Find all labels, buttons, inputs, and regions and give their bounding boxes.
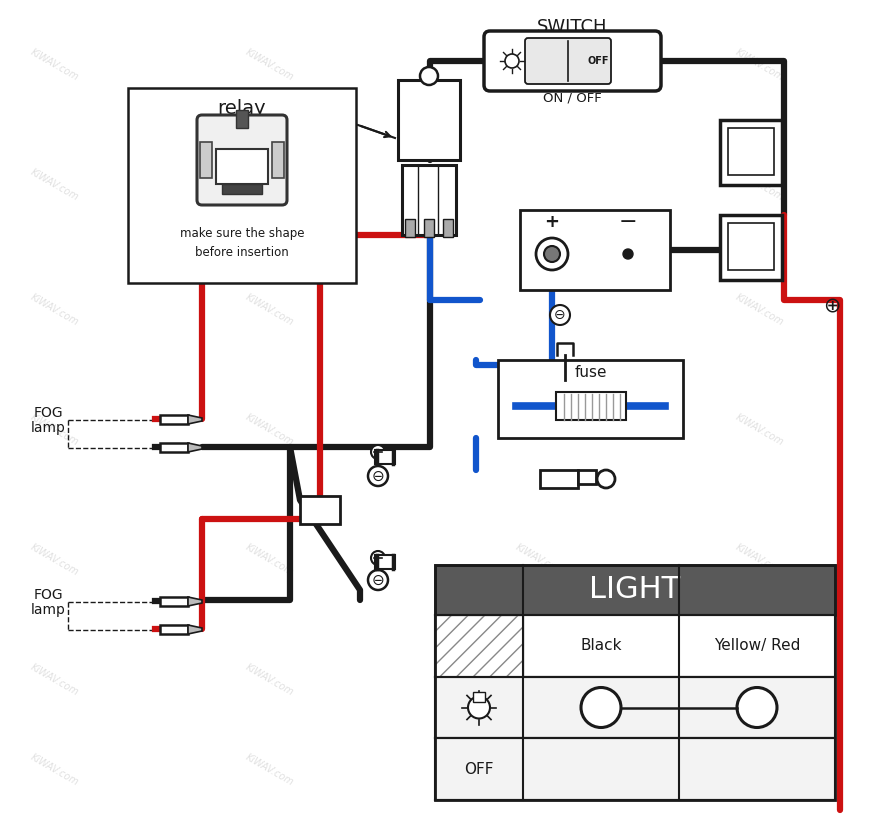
- Circle shape: [549, 305, 569, 325]
- Polygon shape: [188, 443, 202, 452]
- Text: KiWAV.com: KiWAV.com: [30, 167, 81, 203]
- Circle shape: [622, 249, 633, 259]
- Bar: [222, 184, 262, 194]
- Text: SWITCH: SWITCH: [537, 18, 607, 36]
- Text: ⊖: ⊖: [371, 572, 384, 588]
- Text: KiWAV.com: KiWAV.com: [244, 47, 295, 83]
- Bar: [160, 415, 188, 424]
- Text: ⊖: ⊖: [554, 308, 565, 322]
- Text: lamp: lamp: [30, 421, 65, 435]
- Bar: [405, 219, 415, 237]
- Text: Yellow/ Red: Yellow/ Red: [713, 638, 799, 654]
- Text: KiWAV.com: KiWAV.com: [244, 663, 295, 698]
- Text: fuse: fuse: [574, 364, 606, 380]
- Circle shape: [468, 697, 489, 719]
- Bar: [216, 149, 268, 184]
- Bar: [520, 210, 669, 290]
- Bar: [397, 80, 460, 160]
- Bar: [434, 676, 834, 738]
- Bar: [540, 470, 577, 488]
- Bar: [555, 392, 626, 420]
- Text: KiWAV.com: KiWAV.com: [244, 542, 295, 578]
- Circle shape: [368, 466, 388, 486]
- Bar: [375, 450, 395, 464]
- Circle shape: [368, 570, 388, 590]
- Bar: [442, 219, 453, 237]
- Circle shape: [370, 551, 385, 565]
- Text: Black: Black: [580, 638, 621, 654]
- Text: FOG: FOG: [33, 406, 63, 420]
- Circle shape: [596, 470, 614, 488]
- Bar: [128, 88, 355, 283]
- Text: make sure the shape
before insertion: make sure the shape before insertion: [180, 227, 304, 259]
- Bar: [434, 565, 834, 615]
- Bar: [423, 219, 434, 237]
- Text: −: −: [618, 212, 637, 232]
- Bar: [160, 597, 188, 606]
- Text: KiWAV.com: KiWAV.com: [30, 752, 81, 788]
- Text: LIGHT: LIGHT: [589, 575, 680, 605]
- Bar: [577, 470, 595, 484]
- Bar: [727, 223, 773, 270]
- Text: FOG: FOG: [33, 588, 63, 602]
- Bar: [497, 360, 682, 438]
- Bar: [235, 110, 248, 128]
- FancyBboxPatch shape: [483, 31, 660, 91]
- Bar: [300, 496, 340, 524]
- Text: KiWAV.com: KiWAV.com: [30, 293, 81, 328]
- Text: KiWAV.com: KiWAV.com: [244, 293, 295, 328]
- Text: +: +: [544, 213, 559, 231]
- Circle shape: [370, 445, 385, 459]
- Bar: [727, 128, 773, 175]
- Bar: [720, 120, 781, 185]
- Text: KiWAV.com: KiWAV.com: [30, 47, 81, 83]
- Bar: [434, 738, 834, 800]
- Text: KiWAV.com: KiWAV.com: [733, 412, 785, 447]
- Text: KiWAV.com: KiWAV.com: [514, 542, 565, 578]
- Bar: [473, 691, 484, 702]
- Circle shape: [535, 238, 567, 270]
- Text: KiWAV.com: KiWAV.com: [244, 412, 295, 447]
- Text: ⊕: ⊕: [822, 295, 839, 315]
- Text: KiWAV.com: KiWAV.com: [244, 167, 295, 203]
- Text: KiWAV.com: KiWAV.com: [244, 752, 295, 788]
- Polygon shape: [188, 415, 202, 424]
- Text: OFF: OFF: [464, 762, 494, 777]
- Text: ⊖: ⊖: [371, 469, 384, 483]
- Text: KiWAV.com: KiWAV.com: [733, 47, 785, 83]
- Circle shape: [420, 67, 437, 85]
- Bar: [720, 215, 781, 280]
- Bar: [375, 555, 395, 569]
- Text: KiWAV.com: KiWAV.com: [733, 167, 785, 203]
- Text: KiWAV.com: KiWAV.com: [30, 542, 81, 578]
- Polygon shape: [188, 597, 202, 606]
- Bar: [434, 615, 834, 676]
- Text: KiWAV.com: KiWAV.com: [30, 663, 81, 698]
- Bar: [272, 142, 283, 178]
- Text: lamp: lamp: [30, 603, 65, 617]
- Bar: [401, 165, 455, 235]
- Text: KiWAV.com: KiWAV.com: [733, 293, 785, 328]
- Text: ON / OFF: ON / OFF: [542, 91, 601, 104]
- Bar: [434, 565, 834, 800]
- Polygon shape: [188, 625, 202, 634]
- Circle shape: [543, 246, 560, 262]
- Bar: [434, 615, 522, 676]
- Circle shape: [736, 688, 776, 728]
- Circle shape: [580, 688, 620, 728]
- Text: KiWAV.com: KiWAV.com: [514, 47, 565, 83]
- FancyBboxPatch shape: [196, 115, 287, 205]
- Bar: [160, 443, 188, 452]
- Circle shape: [504, 54, 519, 68]
- FancyBboxPatch shape: [524, 38, 610, 84]
- Text: KiWAV.com: KiWAV.com: [733, 542, 785, 578]
- Bar: [160, 625, 188, 634]
- Bar: [200, 142, 212, 178]
- Text: relay: relay: [217, 99, 266, 117]
- Text: KiWAV.com: KiWAV.com: [733, 663, 785, 698]
- Text: KiWAV.com: KiWAV.com: [733, 752, 785, 788]
- Text: OFF: OFF: [587, 56, 608, 66]
- Text: KiWAV.com: KiWAV.com: [30, 412, 81, 447]
